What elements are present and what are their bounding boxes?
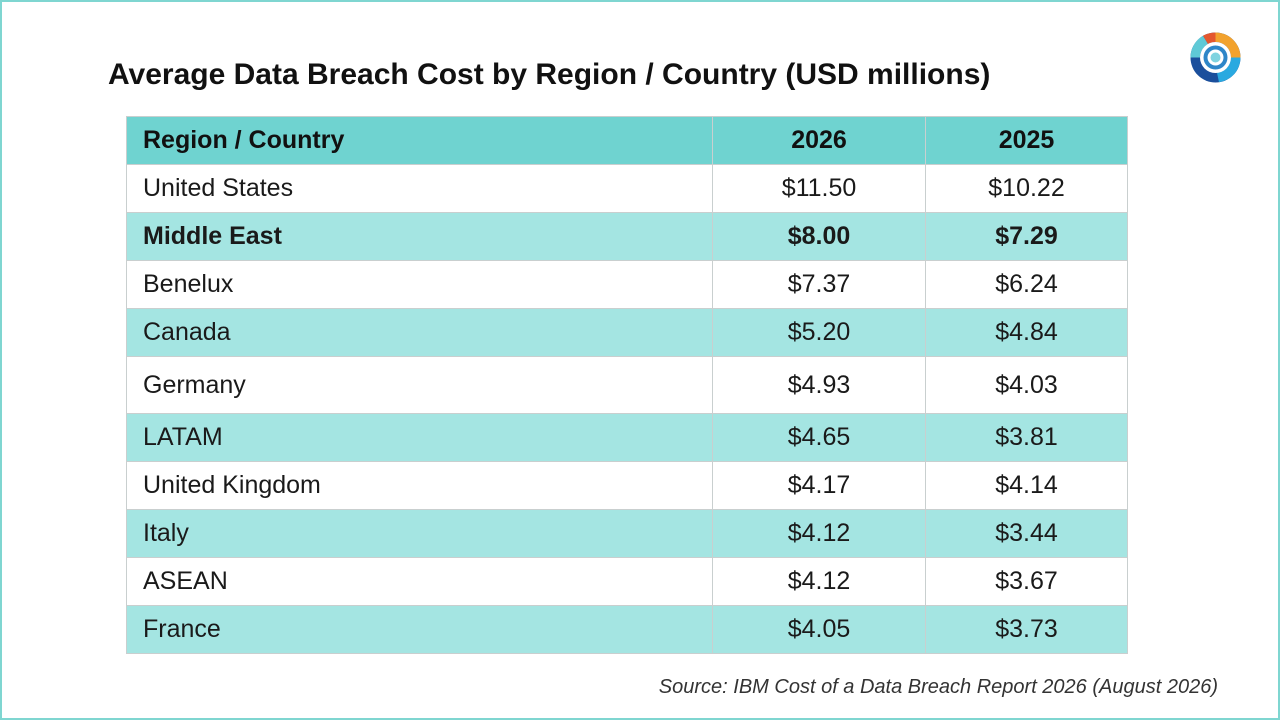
table-row: ASEAN $4.12 $3.67 (126, 557, 1128, 606)
breach-cost-table: Region / Country 2026 2025 United States… (126, 116, 1128, 654)
table-row: Benelux $7.37 $6.24 (126, 260, 1128, 309)
cell-2026: $4.12 (712, 557, 926, 606)
cell-2026: $11.50 (712, 164, 926, 213)
logo-icon (1190, 32, 1241, 83)
cell-2025: $3.81 (925, 413, 1128, 462)
table-row: LATAM $4.65 $3.81 (126, 413, 1128, 462)
table-row: Italy $4.12 $3.44 (126, 509, 1128, 558)
cell-region: Middle East (126, 212, 713, 261)
cell-2026: $4.93 (712, 356, 926, 414)
cell-region: ASEAN (126, 557, 713, 606)
cell-2025: $10.22 (925, 164, 1128, 213)
table-row: United States $11.50 $10.22 (126, 164, 1128, 213)
cell-2025: $6.24 (925, 260, 1128, 309)
table-row: Middle East $8.00 $7.29 (126, 212, 1128, 261)
cell-2026: $8.00 (712, 212, 926, 261)
cell-2026: $4.65 (712, 413, 926, 462)
cell-region: Germany (126, 356, 713, 414)
cell-region: United Kingdom (126, 461, 713, 510)
cell-2026: $5.20 (712, 308, 926, 357)
cell-2026: $4.12 (712, 509, 926, 558)
table-row: Canada $5.20 $4.84 (126, 308, 1128, 357)
table-row: France $4.05 $3.73 (126, 605, 1128, 654)
cell-2025: $4.03 (925, 356, 1128, 414)
header-region: Region / Country (126, 116, 713, 165)
cell-2026: $4.05 (712, 605, 926, 654)
cell-2025: $3.67 (925, 557, 1128, 606)
cell-2025: $4.14 (925, 461, 1128, 510)
source-note: Source: IBM Cost of a Data Breach Report… (658, 676, 1218, 698)
header-2026: 2026 (712, 116, 926, 165)
cell-region: Canada (126, 308, 713, 357)
page-title: Average Data Breach Cost by Region / Cou… (108, 58, 991, 91)
cell-2026: $7.37 (712, 260, 926, 309)
table-header-row: Region / Country 2026 2025 (126, 116, 1128, 165)
cell-2025: $4.84 (925, 308, 1128, 357)
cell-region: France (126, 605, 713, 654)
table-row: United Kingdom $4.17 $4.14 (126, 461, 1128, 510)
cell-2025: $3.73 (925, 605, 1128, 654)
cell-region: Benelux (126, 260, 713, 309)
table-row: Germany $4.93 $4.03 (126, 356, 1128, 414)
header-2025: 2025 (925, 116, 1128, 165)
cell-region: United States (126, 164, 713, 213)
cell-2025: $7.29 (925, 212, 1128, 261)
cell-2026: $4.17 (712, 461, 926, 510)
cell-region: Italy (126, 509, 713, 558)
cell-2025: $3.44 (925, 509, 1128, 558)
cell-region: LATAM (126, 413, 713, 462)
